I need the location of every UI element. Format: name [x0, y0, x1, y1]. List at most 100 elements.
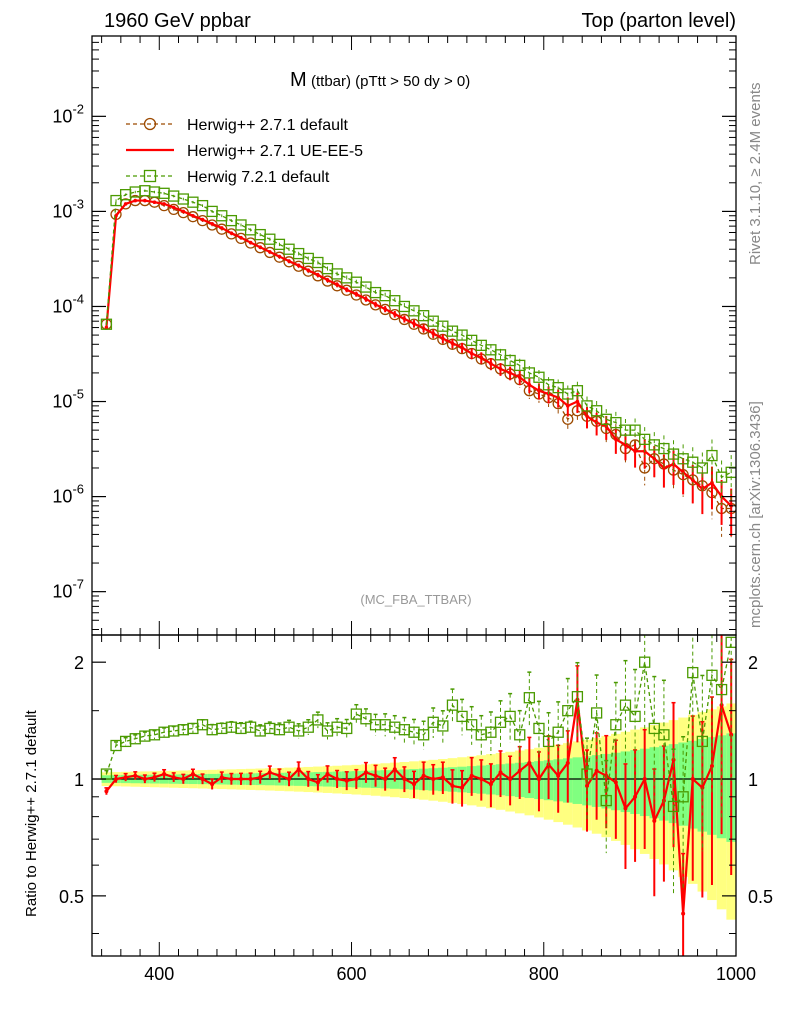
main-point-herwigpp-ueee5 [537, 388, 541, 393]
ratio-point-herwigpp-ueee5 [681, 911, 686, 916]
main-point-herwigpp-ueee5 [248, 240, 253, 245]
main-point-herwigpp-ueee5 [344, 287, 349, 292]
ratio-point-herwigpp-ueee5 [460, 785, 465, 790]
ratio-ytick-label-right: 1 [748, 770, 758, 790]
main-point-herwigpp-ueee5 [123, 202, 128, 206]
ratio-point-herwigpp-ueee5 [373, 773, 378, 778]
main-point-herwigpp-ueee5 [479, 355, 484, 360]
main-point-herwigpp-default [216, 223, 228, 235]
main-point-herwigpp-ueee5 [469, 351, 474, 356]
ratio-point-herwigpp-ueee5 [402, 777, 407, 782]
main-point-herwigpp-ueee5 [364, 297, 368, 301]
main-point-herwigpp-ueee5 [517, 375, 522, 380]
main-point-herwigpp-ueee5 [287, 259, 291, 263]
main-point-herwigpp-ueee5 [681, 470, 685, 475]
analysis-tag: (MC_FBA_TTBAR) [360, 592, 471, 607]
ratio-point-herwigpp-ueee5 [344, 778, 349, 783]
main-ticks: 10-7 10-6 10-5 10-4 10-3 10-2 [52, 35, 737, 635]
ratio-xtick-label: 800 [529, 964, 559, 984]
main-point-herwig7 [725, 466, 736, 478]
ratio-point-herwigpp-ueee5 [306, 777, 311, 782]
main-point-herwig7 [629, 424, 641, 436]
ratio-xtick-label: 1000 [716, 964, 756, 984]
main-point-herwigpp-default [244, 237, 257, 249]
main-point-herwigpp-default [379, 303, 391, 316]
ratio-point-herwig7 [514, 729, 526, 741]
main-point-herwigpp-ueee5 [392, 312, 397, 316]
ratio-point-herwigpp-ueee5 [623, 806, 628, 811]
ratio-point-herwigpp-ueee5 [709, 764, 714, 769]
ratio-point-herwig7 [619, 699, 632, 711]
ratio-point-herwig7 [725, 636, 736, 648]
ratio-point-herwigpp-ueee5 [171, 775, 176, 780]
main-point-herwigpp-ueee5 [710, 480, 714, 485]
main-point-herwigpp-ueee5 [690, 478, 695, 482]
main-point-herwigpp-ueee5 [104, 325, 109, 330]
main-point-herwigpp-ueee5 [489, 361, 493, 366]
ratio-point-herwigpp-ueee5 [652, 818, 657, 823]
ratio-point-herwigpp-ueee5 [258, 775, 263, 780]
legend-marker-herwig7 [143, 169, 157, 183]
main-point-herwig7 [590, 405, 603, 417]
ratio-point-herwigpp-ueee5 [536, 777, 541, 782]
main-point-herwigpp-ueee5 [565, 404, 570, 408]
main-point-herwig7 [610, 416, 622, 429]
ratio-xtick-label: 400 [144, 964, 174, 984]
main-point-herwigpp-ueee5 [268, 250, 272, 254]
main-point-herwigpp-default [427, 328, 439, 340]
main-point-herwigpp-ueee5 [219, 226, 224, 230]
ratio-point-herwigpp-ueee5 [335, 777, 340, 782]
main-point-herwigpp-ueee5 [402, 317, 407, 321]
ratio-point-herwigpp-ueee5 [114, 777, 119, 782]
ratio-point-herwigpp-ueee5 [729, 732, 734, 737]
ratio-ytick-label: 2 [74, 653, 84, 673]
legend-marker-herwigpp-default [143, 117, 157, 131]
legend-label-herwigpp-default: Herwig++ 2.7.1 default [187, 117, 349, 134]
main-point-herwigpp-ueee5 [316, 273, 320, 277]
ratio-ytick-label: 0.5 [59, 887, 84, 907]
main-point-herwigpp-ueee5 [575, 399, 580, 404]
main-point-herwigpp-ueee5 [181, 209, 186, 214]
main-point-herwigpp-ueee5 [623, 443, 628, 447]
ratio-point-herwigpp-ueee5 [142, 777, 147, 782]
ratio-point-herwigpp-ueee5 [296, 767, 301, 772]
main-point-herwig7 [110, 194, 122, 207]
legend-label-herwigpp-ueee5: Herwig++ 2.7.1 UE-EE-5 [187, 143, 363, 160]
main-point-herwigpp-default [225, 228, 238, 240]
ratio-point-herwig7 [341, 722, 353, 735]
ratio-point-herwigpp-ueee5 [277, 773, 282, 778]
ratio-point-herwig7 [696, 735, 709, 748]
main-point-herwig7 [533, 371, 545, 383]
main-point-herwigpp-default [369, 299, 382, 311]
ratio-point-herwigpp-ueee5 [229, 777, 234, 782]
ratio-point-herwigpp-ueee5 [190, 772, 195, 777]
ratio-point-herwig7 [629, 710, 641, 723]
ratio-point-herwig7 [562, 705, 574, 717]
main-point-herwigpp-ueee5 [229, 231, 234, 235]
ratio-point-herwigpp-ueee5 [412, 782, 416, 787]
ratio-point-herwig7 [648, 722, 660, 735]
main-point-herwigpp-ueee5 [191, 213, 195, 218]
main-point-herwig7 [389, 295, 401, 307]
ratio-point-herwig7 [485, 726, 497, 738]
main-point-herwig7 [514, 359, 526, 372]
main-point-herwigpp-ueee5 [143, 198, 147, 203]
main-point-herwigpp-default [341, 284, 353, 296]
ratio-point-herwigpp-ueee5 [642, 777, 647, 782]
ratio-point-herwigpp-ueee5 [450, 783, 455, 788]
ratio-point-herwig7 [542, 735, 555, 748]
main-point-herwig7 [571, 385, 584, 397]
main-point-herwigpp-ueee5 [450, 341, 455, 346]
main-ytick-label: 10-5 [52, 387, 84, 412]
main-point-herwigpp-ueee5 [652, 456, 657, 461]
ratio-point-herwigpp-ueee5 [431, 777, 436, 782]
ratio-frame [91, 634, 737, 957]
ratio-point-herwigpp-ueee5 [527, 760, 532, 765]
ratio-point-herwig7 [600, 794, 612, 807]
legend-entry-herwigpp-default: Herwig++ 2.7.1 default [126, 117, 349, 134]
main-point-herwigpp-ueee5 [662, 466, 666, 470]
main-point-herwigpp-ueee5 [614, 437, 618, 442]
main-point-herwig7 [552, 381, 564, 394]
ratio-point-herwigpp-ueee5 [565, 760, 570, 765]
